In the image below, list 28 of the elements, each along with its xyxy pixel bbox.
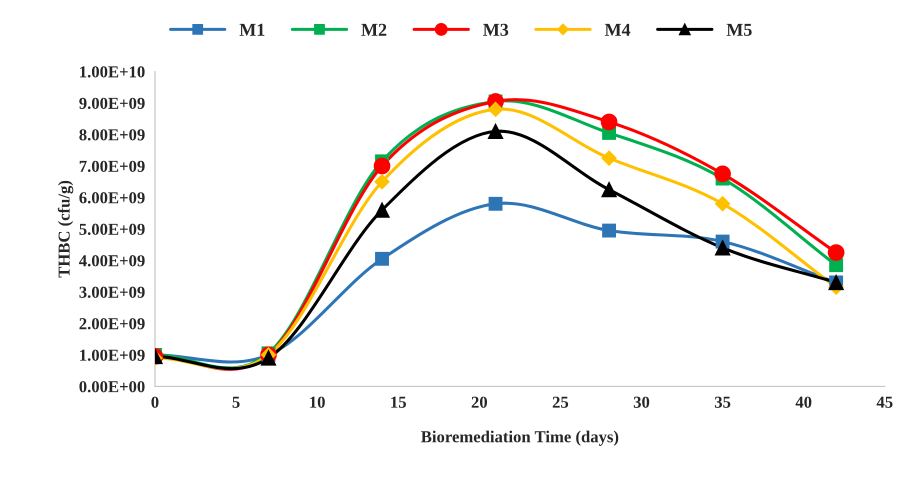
x-tick-label: 30 [634, 396, 650, 408]
legend-label: M5 [726, 24, 752, 36]
x-tick-label: 25 [552, 396, 568, 408]
legend-label: M4 [604, 24, 630, 36]
x-axis-title: Bioremediation Time (days) [421, 430, 618, 446]
x-tick-label: 40 [796, 396, 812, 408]
y-tick-label: 5.00E+09 [79, 224, 145, 235]
x-tick-label: 45 [876, 396, 893, 408]
x-tick-label: 15 [391, 396, 406, 408]
x-tick-label: 5 [232, 396, 240, 408]
legend-label: M2 [361, 24, 386, 36]
legend-label: M1 [240, 24, 264, 36]
y-tick-label: 2.00E+09 [80, 318, 145, 330]
y-tick-label: 1.00E+10 [80, 66, 145, 78]
x-tick-label: 10 [310, 396, 325, 408]
x-tick-label: 0 [151, 396, 159, 408]
y-axis-title: THBC (cfu/g) [58, 180, 74, 278]
y-tick-label: 1.00E+09 [80, 350, 145, 361]
x-tick-label: 35 [714, 396, 730, 408]
y-tick-label: 4.00E+09 [79, 255, 145, 266]
y-tick-label: 8.00E+09 [79, 129, 145, 141]
y-tick-label: 7.00E+09 [80, 160, 145, 172]
y-tick-label: 9.00E+09 [79, 98, 145, 110]
y-tick-label: 3.00E+09 [79, 286, 145, 298]
y-tick-label: 0.00E+00 [79, 381, 145, 392]
y-tick-label: 6.00E+09 [79, 192, 145, 204]
x-tick-label: 20 [472, 396, 488, 408]
legend-label: M3 [483, 24, 508, 36]
